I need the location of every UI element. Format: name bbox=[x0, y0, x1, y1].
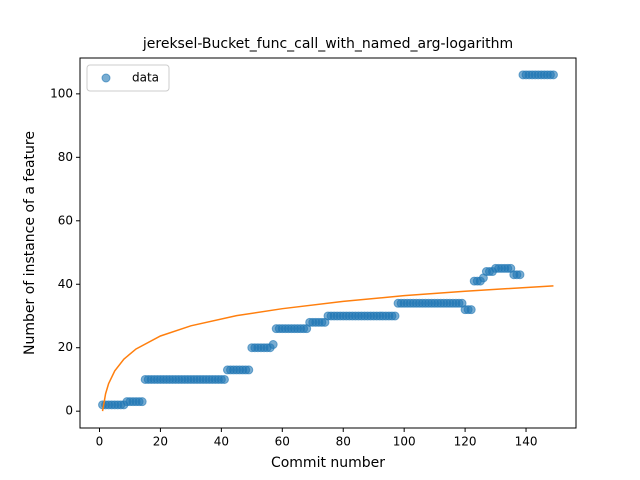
x-tick-label: 20 bbox=[153, 435, 168, 449]
x-tick-label: 100 bbox=[393, 435, 416, 449]
legend-marker bbox=[101, 73, 111, 83]
data-point bbox=[515, 270, 525, 280]
data-point bbox=[219, 374, 229, 384]
x-tick-label: 140 bbox=[515, 435, 538, 449]
fit-line bbox=[101, 285, 554, 412]
data-point bbox=[244, 365, 254, 375]
y-tick-label: 100 bbox=[50, 86, 73, 100]
y-tick-label: 60 bbox=[58, 213, 73, 227]
x-axis-label: Commit number bbox=[271, 455, 385, 471]
data-point bbox=[137, 397, 147, 407]
data-point bbox=[390, 311, 400, 321]
x-tick-label: 40 bbox=[214, 435, 229, 449]
data-point bbox=[268, 340, 278, 350]
y-tick-label: 20 bbox=[58, 340, 73, 354]
chart-title: jereksel-Bucket_func_call_with_named_arg… bbox=[142, 36, 513, 52]
y-tick-label: 80 bbox=[58, 150, 73, 164]
y-tick-label: 0 bbox=[65, 404, 73, 418]
x-tick-label: 60 bbox=[275, 435, 290, 449]
data-point bbox=[548, 70, 558, 80]
x-tick-label: 0 bbox=[96, 435, 104, 449]
axes-frame bbox=[79, 57, 577, 429]
y-tick-label: 40 bbox=[58, 277, 73, 291]
legend-box bbox=[86, 64, 170, 92]
x-tick-label: 80 bbox=[336, 435, 351, 449]
x-tick-label: 120 bbox=[454, 435, 477, 449]
y-axis-label: Number of instance of a feature bbox=[22, 131, 38, 355]
data-point bbox=[466, 305, 476, 315]
legend-label: data bbox=[132, 71, 159, 85]
